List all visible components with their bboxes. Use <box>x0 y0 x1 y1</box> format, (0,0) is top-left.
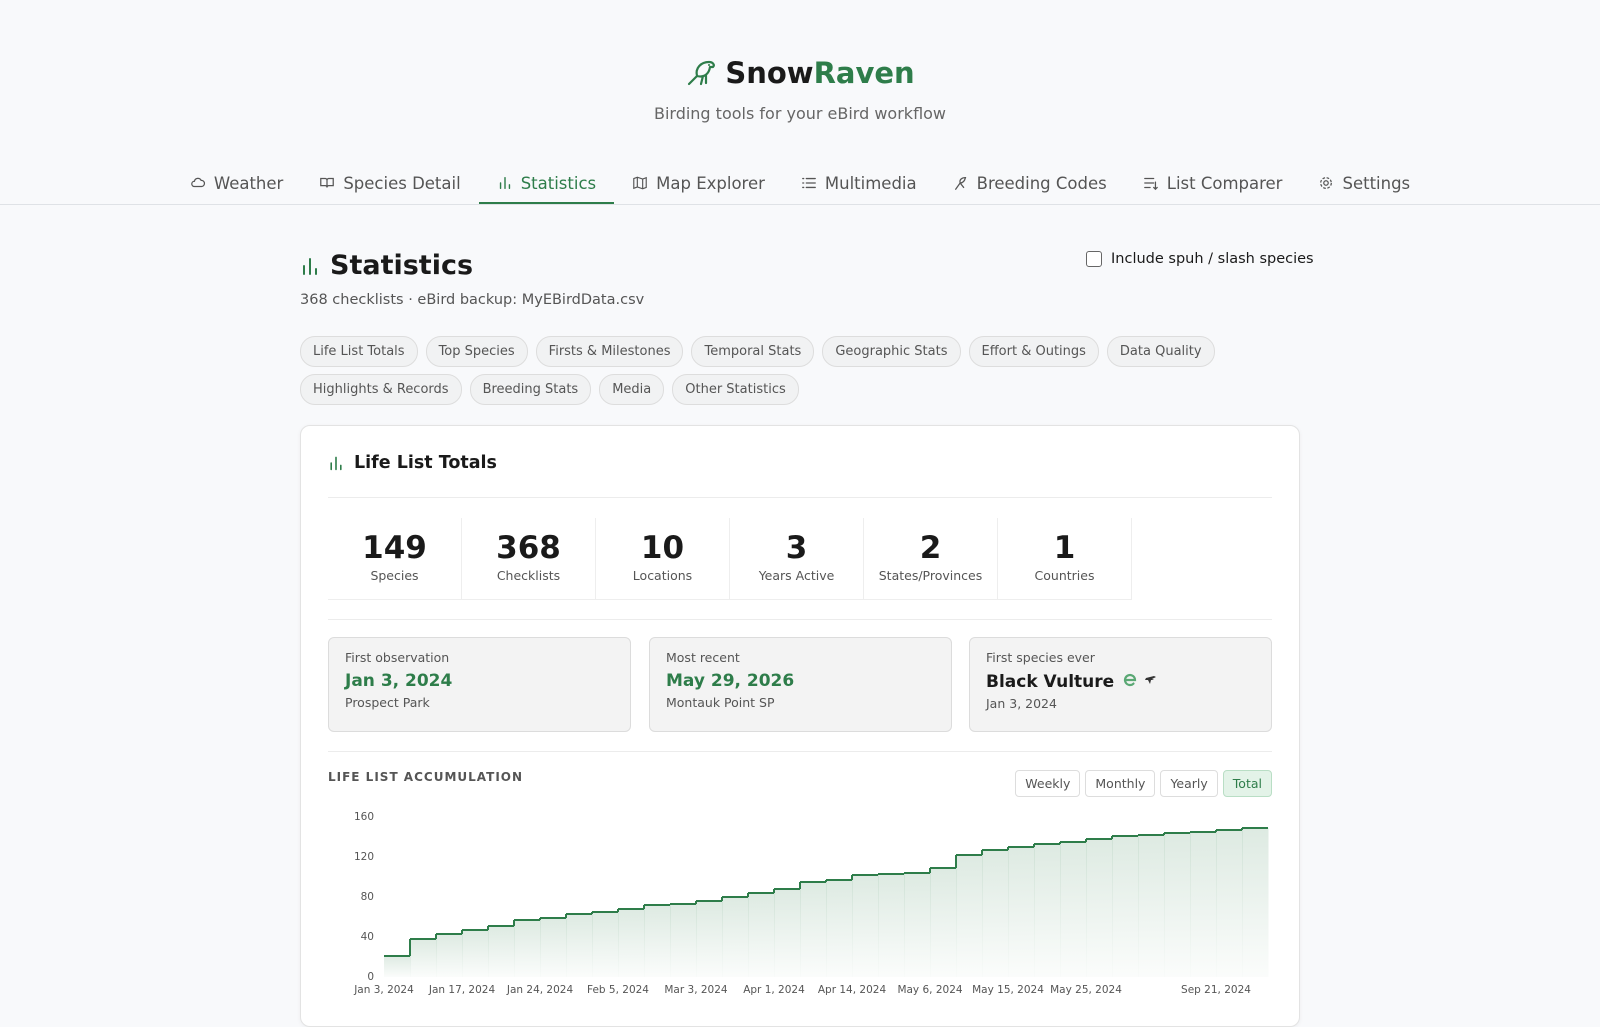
total-box: 10 Locations <box>596 518 730 600</box>
nav-bar: Weather Species Detail Statistics Map Explo… <box>0 164 1600 205</box>
highlight-value-text: May 29, 2026 <box>666 671 795 691</box>
section-chip[interactable]: Geographic Stats <box>822 336 961 367</box>
highlight-label: First observation <box>345 650 450 665</box>
tab-label: Weather <box>213 173 284 193</box>
total-label: Species <box>370 568 419 583</box>
section-chips: Life List Totals Top Species Firsts & Mile… <box>300 336 1300 405</box>
tab-icon <box>191 177 205 188</box>
total-label: Locations <box>632 568 693 583</box>
tab-label: Map Explorer <box>656 173 765 193</box>
checkbox[interactable] <box>1086 251 1102 267</box>
card-title: Life List Totals <box>328 453 497 473</box>
brand-first: Snow <box>725 56 814 90</box>
tab-icon <box>954 177 966 190</box>
view-button[interactable]: Yearly <box>1160 770 1218 797</box>
highlight-detail: Jan 3, 2024 <box>986 696 1057 711</box>
divider <box>328 751 1272 752</box>
highlight-card: First observation Jan 3, 2024 Prospect Par… <box>328 637 631 732</box>
chart-title: LIFE LIST ACCUMULATION <box>328 770 524 784</box>
stats-icon <box>303 257 317 275</box>
logo <box>688 60 716 86</box>
tab-icon <box>802 177 816 189</box>
section-chip[interactable]: Firsts & Milestones <box>535 336 684 367</box>
tab-label: Settings <box>1342 173 1411 193</box>
tab-icon <box>1143 177 1158 191</box>
section-chip[interactable]: Data Quality <box>1106 336 1215 367</box>
summary: 368 checklists · eBird backup: MyEBirdDa… <box>300 292 645 308</box>
total-value: 2 <box>919 530 942 566</box>
tab-label: Statistics <box>520 173 597 193</box>
highlight-value: Black Vulture <box>986 671 1255 692</box>
tab-label: List Comparer <box>1166 173 1283 193</box>
highlight-card: Most recent May 29, 2026 Montauk Point SP <box>649 637 952 732</box>
page: SnowRaven Birding tools for your eBird w… <box>0 56 1600 1027</box>
tab-label: Multimedia <box>824 173 917 193</box>
total-box: 2 States/Provinces <box>864 518 998 600</box>
nav-tab[interactable]: Multimedia <box>783 164 935 204</box>
tab-label: Species Detail <box>343 173 461 193</box>
total-value: 1 <box>1053 530 1076 566</box>
spuh-toggle[interactable]: Include spuh / slash species <box>1086 251 1314 267</box>
total-label: Checklists <box>496 568 561 583</box>
highlight-label: Most recent <box>666 650 740 665</box>
nav-tab[interactable]: Settings <box>1300 164 1428 204</box>
section-chip[interactable]: Other Statistics <box>672 374 799 405</box>
total-label: States/Provinces <box>878 568 983 583</box>
link-icons <box>1124 673 1157 687</box>
species-links[interactable] <box>1122 671 1162 692</box>
nav-tab[interactable]: Breeding Codes <box>935 164 1125 204</box>
highlight-label: First species ever <box>986 650 1095 665</box>
section-chip[interactable]: Temporal Stats <box>691 336 815 367</box>
totals: 149 Species 368 Checklists 10 Locations 3 Years… <box>328 518 1132 600</box>
brand-second: Raven <box>813 56 915 90</box>
divider <box>328 497 1272 498</box>
tab-icon <box>633 176 647 190</box>
checkbox-label: Include spuh / slash species <box>1111 251 1314 267</box>
highlight-detail: Prospect Park <box>345 695 430 710</box>
view-button[interactable]: Monthly <box>1085 770 1156 797</box>
tagline: Birding tools for your eBird workflow <box>653 104 947 123</box>
section-chip[interactable]: Highlights & Records <box>300 374 462 405</box>
total-box: 1 Countries <box>998 518 1132 600</box>
nav-tab[interactable]: List Comparer <box>1125 164 1301 204</box>
total-value: 3 <box>785 530 808 566</box>
highlight-value: Jan 3, 2024 <box>345 671 614 691</box>
total-label: Years Active <box>758 568 835 583</box>
highlight-value: May 29, 2026 <box>666 671 935 691</box>
total-value: 368 <box>496 530 561 566</box>
title-text: Statistics <box>330 250 474 281</box>
total-value: 10 <box>640 530 685 566</box>
view-toggle: Weekly Monthly Yearly Total <box>1015 770 1272 797</box>
tab-icon <box>1320 177 1333 189</box>
nav-tab[interactable]: Weather <box>172 164 301 204</box>
total-box: 3 Years Active <box>730 518 864 600</box>
section-chip[interactable]: Top Species <box>425 336 528 367</box>
total-value: 149 <box>362 530 427 566</box>
page-title: Statistics <box>300 250 473 281</box>
view-button[interactable]: Total <box>1222 770 1272 797</box>
tab-icon <box>499 176 510 190</box>
divider <box>328 619 1272 620</box>
nav-tab[interactable]: Map Explorer <box>614 164 783 204</box>
tab-icon <box>320 177 335 188</box>
section-chip[interactable]: Breeding Stats <box>469 374 592 405</box>
nav-tab[interactable]: Species Detail <box>301 164 478 204</box>
section-chip[interactable]: Media <box>599 374 665 405</box>
card-title-text: Life List Totals <box>354 453 497 473</box>
section-chip[interactable]: Effort & Outings <box>968 336 1099 367</box>
highlight-card: First species ever Black Vulture Jan 3, 20… <box>969 637 1272 732</box>
highlight-value-text: Black Vulture <box>986 671 1115 692</box>
nav-tab[interactable]: Statistics <box>478 164 615 204</box>
stats-icon <box>330 456 342 471</box>
highlight-detail: Montauk Point SP <box>666 695 775 710</box>
total-box: 368 Checklists <box>462 518 596 600</box>
section-chip[interactable]: Life List Totals <box>300 336 418 367</box>
tab-label: Breeding Codes <box>976 173 1107 193</box>
total-label: Countries <box>1034 568 1095 583</box>
total-box: 149 Species <box>328 518 462 600</box>
brand[interactable]: SnowRaven <box>0 56 1600 90</box>
highlight-value-text: Jan 3, 2024 <box>345 671 453 691</box>
view-button[interactable]: Weekly <box>1015 770 1081 797</box>
